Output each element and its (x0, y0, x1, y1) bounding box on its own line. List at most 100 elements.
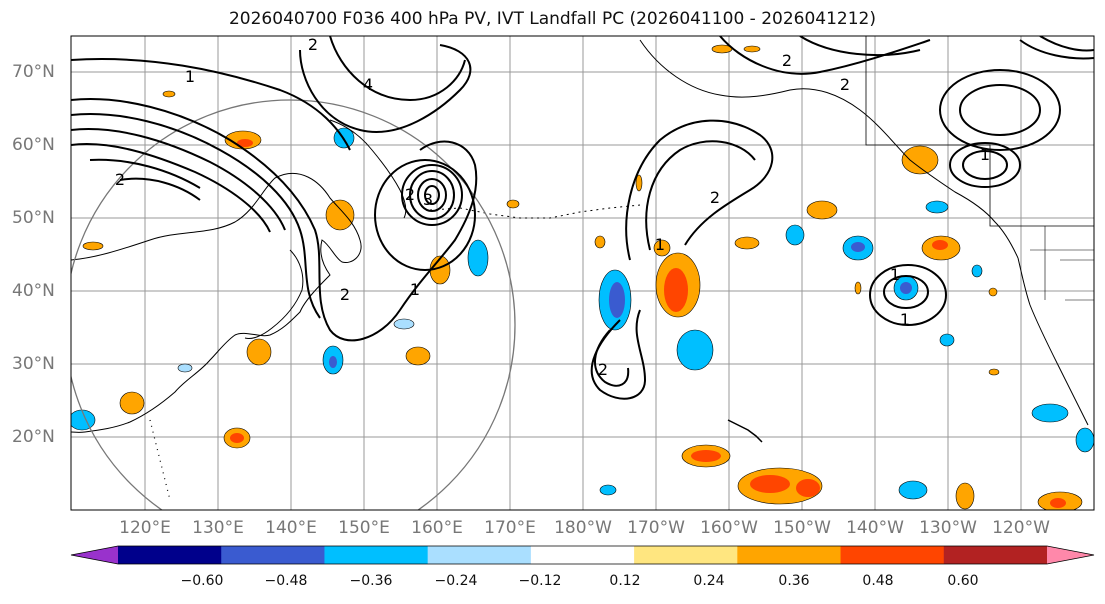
ivt-contour (799, 36, 921, 57)
pv-anomaly-blob (750, 475, 790, 493)
contour-label: 2 (710, 188, 720, 207)
ivt-contour (949, 142, 1021, 188)
pv-anomaly-blob (898, 480, 928, 500)
colorbar-tick-label: 0.12 (609, 573, 641, 589)
pv-anomaly-blob (1050, 498, 1066, 508)
ivt-contour (89, 158, 201, 189)
ivt-contour (401, 164, 463, 226)
pv-anomaly-blob (851, 242, 865, 252)
colorbar-segment (324, 546, 429, 564)
contour-label: 1 (410, 280, 420, 299)
pv-anomaly-blob (237, 139, 253, 147)
lon-label: 140°W (846, 518, 904, 538)
pv-anomaly-blob (467, 239, 489, 277)
pv-anomaly-blob (609, 282, 625, 318)
contour-label: 4 (363, 75, 373, 94)
kamchatka-coastline (329, 119, 407, 219)
pv-anomaly-blob (635, 174, 643, 192)
pv-anomaly-blob (806, 200, 838, 220)
ivt-contour (71, 143, 271, 233)
pv-anomaly-blob (71, 409, 96, 431)
contour-label: 2 (308, 35, 318, 54)
lat-label: 60°N (12, 135, 55, 155)
pv-anomaly-blob (932, 240, 948, 250)
pv-anomaly-blob (971, 264, 983, 278)
pv-anomaly-blob (325, 199, 355, 231)
lon-label: 170°W (627, 518, 685, 538)
coastlines (71, 36, 1094, 501)
colorbar-segment (737, 546, 842, 564)
contour-label: 1 (890, 265, 900, 284)
colorbar-tick-label: −0.12 (518, 573, 562, 589)
ivt-contour (71, 98, 478, 342)
asia-coastline (71, 172, 362, 433)
contour-label: 2 (840, 75, 850, 94)
ivt-contour (593, 329, 630, 387)
lat-label: 50°N (12, 208, 55, 228)
contour-label: 1 (900, 310, 910, 329)
lon-label: 140°E (265, 518, 317, 538)
colorbar-segment (1047, 546, 1094, 564)
colorbar-segment (634, 546, 738, 564)
ivt-contour (299, 44, 472, 133)
contour-label: 2 (115, 170, 125, 189)
lon-label: 120°W (992, 518, 1050, 538)
pv-anomaly-blob (939, 333, 955, 347)
colorbar (70, 545, 1095, 565)
pv-anomaly-blob (1075, 427, 1094, 453)
colorbar-segment (118, 546, 222, 564)
colorbar-outline (70, 545, 1095, 565)
lon-label: 130°W (919, 518, 977, 538)
ivt-contour (71, 128, 286, 231)
ivt-contour (71, 58, 351, 151)
ivt-contour (869, 264, 947, 326)
map-frame (70, 35, 1095, 511)
gridlines (71, 36, 1094, 510)
colorbar-segment (71, 546, 118, 564)
ivt-contour (329, 36, 466, 102)
landfall-radius-circle (71, 99, 516, 510)
pv-anomaly-blob (676, 329, 714, 371)
ivt-contours (71, 36, 1094, 400)
ivt-contour (883, 275, 929, 309)
aleutian-islands (429, 204, 641, 219)
pv-anomaly-blob (329, 356, 337, 368)
contour-label: 2 (782, 51, 792, 70)
pv-anomaly-blob (594, 235, 606, 249)
contour-label: 2 (340, 285, 350, 304)
ivt-contour (625, 119, 774, 261)
colorbar-tick-label: −0.48 (264, 573, 308, 589)
colorbar-tick-label: −0.24 (434, 573, 478, 589)
colorbar-tick-label: −0.60 (180, 573, 224, 589)
pv-anomaly-blob (796, 479, 820, 497)
colorbar-tick-label: 0.24 (693, 573, 725, 589)
pv-anomaly-blob (177, 363, 193, 373)
pv-shading (71, 44, 1094, 510)
pv-anomaly-blob (393, 318, 415, 330)
contour-label: 1 (980, 145, 990, 164)
pv-anomaly-blob (230, 433, 244, 443)
ivt-contour (374, 159, 476, 271)
colorbar-tick-label: −0.36 (349, 573, 393, 589)
lon-label: 150°E (338, 518, 390, 538)
pv-anomaly-blob (405, 346, 431, 366)
pv-anomaly-blob (925, 200, 949, 214)
lat-label: 40°N (12, 281, 55, 301)
contour-labels: 1 1 2 2 3 2 1 2 1 2 2 4 1 1 2 2 (115, 35, 990, 379)
ivt-contour (962, 150, 1008, 180)
lon-label: 130°E (192, 518, 244, 538)
ivt-contour (959, 84, 1041, 136)
ivt-contour (119, 177, 201, 201)
contour-label: 3 (423, 190, 433, 209)
pv-anomaly-blob (1031, 403, 1069, 423)
pv-anomaly-blob (691, 450, 721, 462)
canada-border (865, 36, 1094, 227)
pv-anomaly-blob (82, 241, 104, 251)
lon-label: 160°E (411, 518, 463, 538)
contour-label: 2 (405, 185, 415, 204)
na-coastline (1017, 257, 1089, 426)
contour-label: 2 (598, 360, 608, 379)
ivt-contour (939, 69, 1061, 151)
map-title: 2026040700 F036 400 hPa PV, IVT Landfall… (228, 9, 876, 29)
